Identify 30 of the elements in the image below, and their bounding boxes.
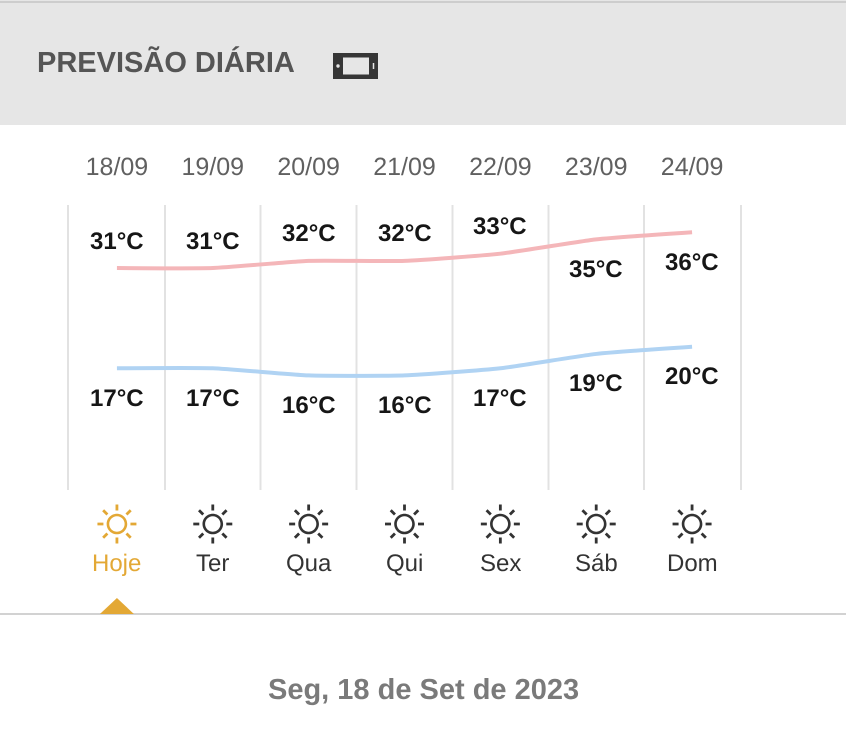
text: Hoje xyxy=(92,550,142,577)
data-label: 35°C xyxy=(569,256,623,283)
data-label: 17°C xyxy=(473,385,527,412)
text: Sex xyxy=(480,550,522,577)
x-tick-label: 18/09 xyxy=(86,153,148,181)
text: Qui xyxy=(386,550,424,577)
data-label: 32°C xyxy=(378,220,432,247)
chart-title: PREVISÃO DIÁRIA xyxy=(37,46,295,80)
data-label: 17°C xyxy=(186,385,240,412)
text: Ter xyxy=(196,550,230,577)
x-tick-label: 22/09 xyxy=(469,153,532,181)
data-label: 32°C xyxy=(282,220,336,247)
data-label: 31°C xyxy=(186,228,240,255)
data-label: 19°C xyxy=(569,370,623,397)
x-tick-label: 21/09 xyxy=(373,153,436,181)
x-tick-label: 23/09 xyxy=(564,153,628,181)
x-tick-label: 19/09 xyxy=(182,153,244,181)
data-label: 17°C xyxy=(90,385,144,412)
data-label: 33°C xyxy=(473,213,527,240)
data-label: 16°C xyxy=(282,392,336,419)
data-label: 16°C xyxy=(378,392,432,419)
text: Dom xyxy=(667,550,718,577)
x-tick-label: 20/09 xyxy=(277,153,340,181)
data-label: 20°C xyxy=(665,363,719,390)
text: Seg, 18 de Set de 2023 xyxy=(268,674,580,706)
data-label: 31°C xyxy=(90,228,144,255)
x-tick-label: 24/09 xyxy=(660,153,724,181)
data-label: 36°C xyxy=(665,249,719,276)
text: Sáb xyxy=(575,550,618,577)
text: Qua xyxy=(286,550,332,577)
